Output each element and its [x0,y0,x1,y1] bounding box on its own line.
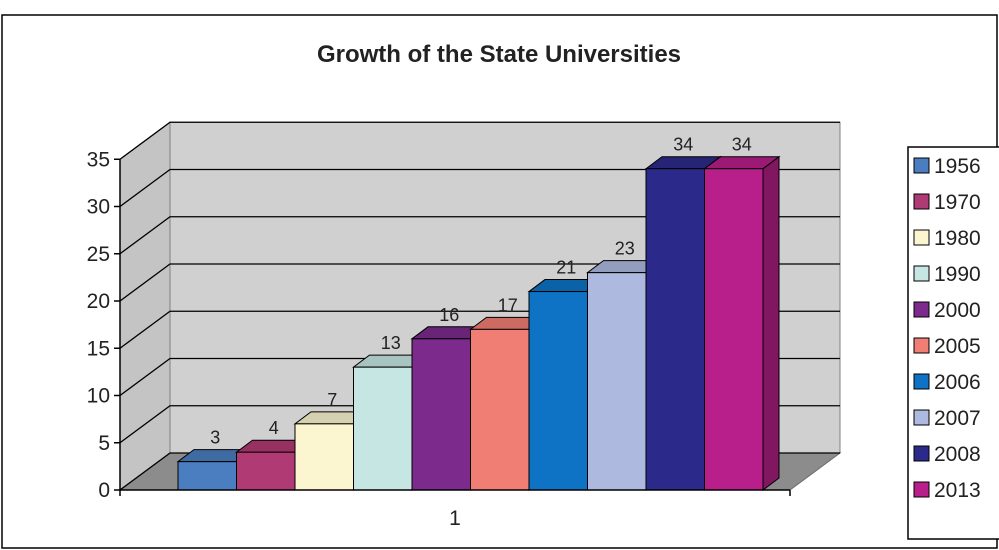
y-tick-label: 30 [87,196,110,219]
legend-swatch [913,445,930,462]
legend-swatch [913,337,930,354]
legend-swatch [913,157,930,174]
data-label: 17 [498,295,518,315]
legend-swatch [913,265,930,282]
legend-label: 1990 [934,263,981,286]
bar-front [587,272,647,491]
y-tick-label: 35 [87,148,110,171]
gridline [119,121,840,160]
bar-front [177,461,237,491]
bar-side [762,155,780,491]
y-tick-label: 25 [87,243,110,266]
data-label: 34 [732,135,752,155]
bar-front [645,168,705,491]
chart-title: Growth of the State Universities [317,41,681,68]
legend-swatch [913,373,930,390]
legend-swatch [913,193,930,210]
data-label: 23 [615,239,635,259]
gridline [119,216,840,255]
bar-front [294,423,354,491]
legend-swatch [913,481,930,498]
x-tick-label: 1 [449,507,461,530]
x-axis: 1 [119,489,791,530]
legend-swatch [913,229,930,246]
side-wall [119,121,171,491]
legend-label: 2006 [934,371,981,394]
data-label: 13 [381,333,401,353]
legend-label: 2000 [934,299,981,322]
legend-swatch [913,409,930,426]
bar-front [236,451,296,491]
data-label: 21 [556,258,576,278]
y-tick-label: 5 [98,432,110,455]
bar-front [411,338,471,491]
legend-label: 2013 [934,479,981,502]
legend: 1956 1970 1980 1990 2000 2005 2006 2007 2008 2013 [907,146,999,540]
bar-front [353,366,413,491]
y-axis: 0 5 10 15 20 25 30 35 [87,148,121,502]
bar [703,155,781,491]
bar-front [704,168,764,491]
data-label: 3 [210,428,220,448]
legend-label: 1956 [934,155,981,178]
data-label: 16 [439,305,459,325]
data-label: 34 [673,135,693,155]
legend-label: 1970 [934,191,981,214]
y-tick-label: 15 [87,337,110,360]
legend-label: 1980 [934,227,981,250]
legend-label: 2007 [934,407,981,430]
gridline [119,168,840,208]
bar-front [470,328,530,491]
legend-label: 2008 [934,443,981,466]
legend-label: 2005 [934,335,981,358]
bars [176,155,781,491]
bar-front [528,291,588,491]
data-label: 7 [327,390,337,410]
legend-swatch [913,301,930,318]
y-tick-label: 0 [98,479,110,502]
y-tick-label: 20 [87,290,110,313]
y-tick-label: 10 [87,385,110,408]
data-label: 4 [269,418,279,438]
